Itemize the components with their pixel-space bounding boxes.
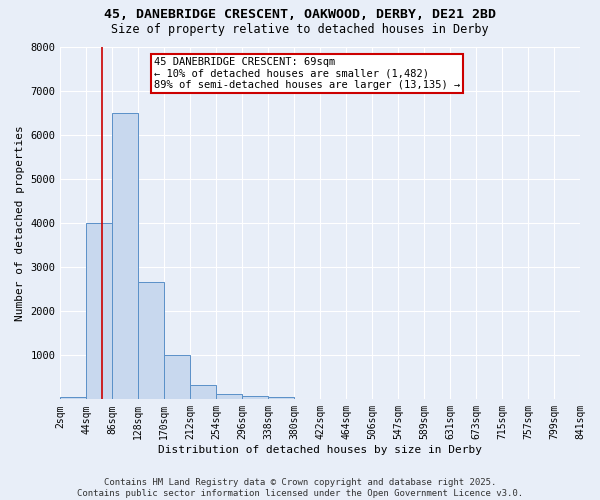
Bar	[164, 355, 190, 400]
Text: 45 DANEBRIDGE CRESCENT: 69sqm
← 10% of detached houses are smaller (1,482)
89% o: 45 DANEBRIDGE CRESCENT: 69sqm ← 10% of d…	[154, 57, 460, 90]
Y-axis label: Number of detached properties: Number of detached properties	[15, 125, 25, 321]
Text: 45, DANEBRIDGE CRESCENT, OAKWOOD, DERBY, DE21 2BD: 45, DANEBRIDGE CRESCENT, OAKWOOD, DERBY,…	[104, 8, 496, 20]
Bar	[61, 397, 86, 400]
Bar	[242, 396, 268, 400]
Bar	[190, 385, 216, 400]
X-axis label: Distribution of detached houses by size in Derby: Distribution of detached houses by size …	[158, 445, 482, 455]
Bar	[216, 394, 242, 400]
Text: Contains HM Land Registry data © Crown copyright and database right 2025.
Contai: Contains HM Land Registry data © Crown c…	[77, 478, 523, 498]
Bar	[112, 112, 139, 400]
Text: Size of property relative to detached houses in Derby: Size of property relative to detached ho…	[111, 22, 489, 36]
Bar	[268, 397, 294, 400]
Bar	[86, 223, 112, 400]
Bar	[139, 282, 164, 400]
